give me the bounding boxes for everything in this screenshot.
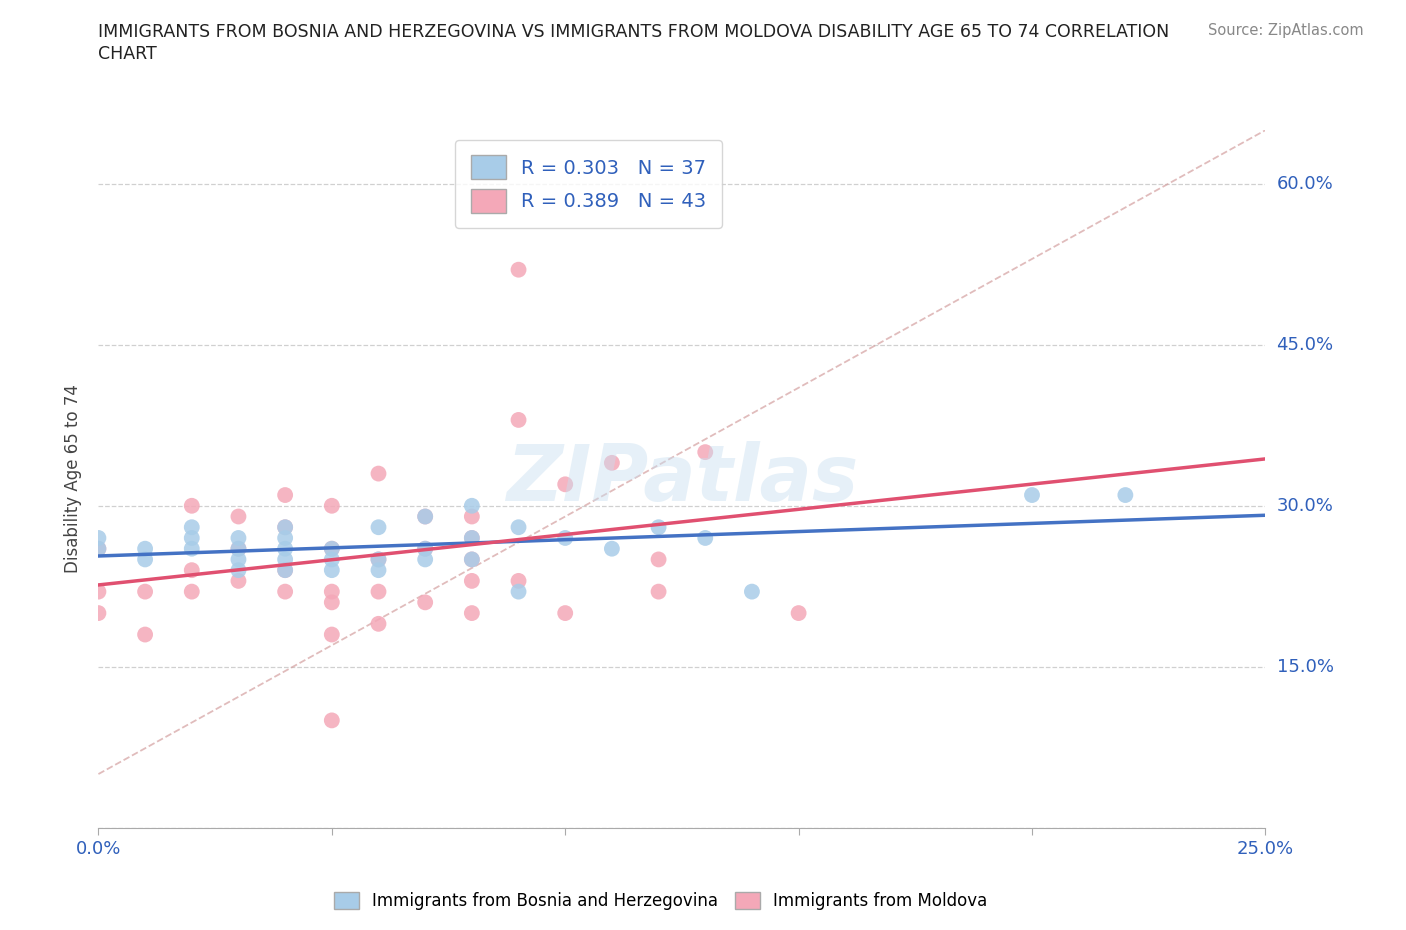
Point <box>321 541 343 556</box>
Point <box>508 413 530 428</box>
Point <box>461 605 484 620</box>
Point <box>134 627 156 642</box>
Point <box>461 552 484 567</box>
Point <box>180 520 202 535</box>
Point <box>321 541 343 556</box>
Point <box>321 713 343 728</box>
Point <box>413 595 436 610</box>
Point <box>413 541 436 556</box>
Text: 30.0%: 30.0% <box>1277 497 1333 515</box>
Point <box>554 605 576 620</box>
Point <box>508 520 530 535</box>
Point <box>87 584 110 599</box>
Text: Source: ZipAtlas.com: Source: ZipAtlas.com <box>1208 23 1364 38</box>
Point <box>695 530 717 545</box>
Text: IMMIGRANTS FROM BOSNIA AND HERZEGOVINA VS IMMIGRANTS FROM MOLDOVA DISABILITY AGE: IMMIGRANTS FROM BOSNIA AND HERZEGOVINA V… <box>98 23 1170 41</box>
Point <box>1021 487 1043 502</box>
Point <box>647 584 669 599</box>
Point <box>274 530 297 545</box>
Point <box>695 445 717 459</box>
Point <box>87 541 110 556</box>
Point <box>228 574 250 589</box>
Point <box>461 530 484 545</box>
Text: ZIPatlas: ZIPatlas <box>506 441 858 517</box>
Point <box>413 509 436 524</box>
Point <box>554 530 576 545</box>
Point <box>134 541 156 556</box>
Point <box>228 563 250 578</box>
Point <box>1114 487 1136 502</box>
Point <box>228 541 250 556</box>
Point <box>554 477 576 492</box>
Point <box>134 552 156 567</box>
Point <box>87 605 110 620</box>
Point <box>274 563 297 578</box>
Text: 15.0%: 15.0% <box>1277 658 1333 676</box>
Point <box>180 563 202 578</box>
Point <box>274 520 297 535</box>
Text: 45.0%: 45.0% <box>1277 336 1334 353</box>
Point <box>413 509 436 524</box>
Point <box>228 530 250 545</box>
Point <box>461 574 484 589</box>
Point <box>647 520 669 535</box>
Point <box>274 487 297 502</box>
Point <box>367 520 389 535</box>
Point <box>600 541 623 556</box>
Point <box>228 509 250 524</box>
Text: CHART: CHART <box>98 45 157 62</box>
Point <box>321 552 343 567</box>
Point <box>180 584 202 599</box>
Point <box>461 552 484 567</box>
Point <box>461 498 484 513</box>
Point <box>321 563 343 578</box>
Point <box>180 530 202 545</box>
Legend: Immigrants from Bosnia and Herzegovina, Immigrants from Moldova: Immigrants from Bosnia and Herzegovina, … <box>328 885 994 917</box>
Point <box>321 498 343 513</box>
Point <box>461 530 484 545</box>
Point <box>228 541 250 556</box>
Point <box>228 552 250 567</box>
Point <box>274 563 297 578</box>
Point <box>321 627 343 642</box>
Point <box>180 541 202 556</box>
Point <box>413 552 436 567</box>
Point <box>367 563 389 578</box>
Point <box>741 584 763 599</box>
Point <box>274 584 297 599</box>
Point <box>134 584 156 599</box>
Legend: R = 0.303   N = 37, R = 0.389   N = 43: R = 0.303 N = 37, R = 0.389 N = 43 <box>456 140 721 228</box>
Point <box>367 466 389 481</box>
Point <box>461 509 484 524</box>
Point <box>87 541 110 556</box>
Point <box>367 552 389 567</box>
Y-axis label: Disability Age 65 to 74: Disability Age 65 to 74 <box>63 384 82 574</box>
Point <box>180 498 202 513</box>
Point <box>367 552 389 567</box>
Point <box>367 584 389 599</box>
Point <box>647 552 669 567</box>
Point <box>600 456 623 471</box>
Point <box>87 530 110 545</box>
Point <box>321 595 343 610</box>
Point <box>274 520 297 535</box>
Point <box>274 541 297 556</box>
Text: 60.0%: 60.0% <box>1277 175 1333 193</box>
Point <box>508 574 530 589</box>
Point <box>274 552 297 567</box>
Point <box>367 617 389 631</box>
Point <box>787 605 810 620</box>
Point <box>413 541 436 556</box>
Point <box>508 262 530 277</box>
Point <box>321 584 343 599</box>
Point <box>508 584 530 599</box>
